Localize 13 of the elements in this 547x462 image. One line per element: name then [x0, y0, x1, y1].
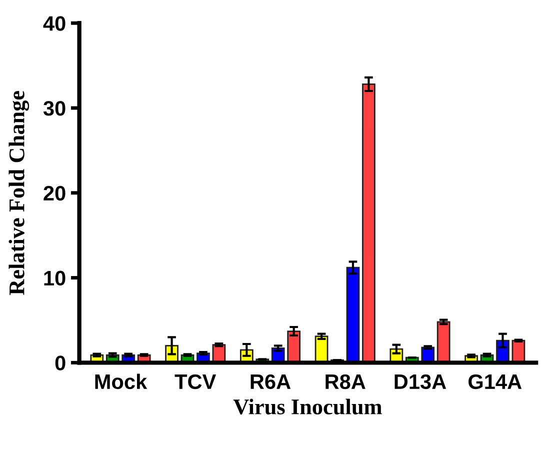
x-tick-label: R8A — [326, 374, 366, 390]
x-tick-label: Mock — [95, 374, 148, 390]
y-tick-label: 10 — [44, 270, 66, 286]
x-tick-label: TCV — [174, 374, 216, 390]
y-tick-label: 40 — [43, 16, 66, 31]
x-tick-label: G14A — [468, 374, 522, 390]
x-tick-label: D13A — [394, 374, 446, 390]
y-axis-title: Relative Fold Change — [8, 90, 30, 295]
y-tick-label: 0 — [55, 356, 66, 370]
x-axis-title: Virus Inoculum — [233, 398, 382, 415]
y-tick-label: 20 — [44, 186, 66, 201]
y-tick-label: 30 — [43, 100, 66, 116]
x-tick-label: R6A — [250, 374, 291, 390]
